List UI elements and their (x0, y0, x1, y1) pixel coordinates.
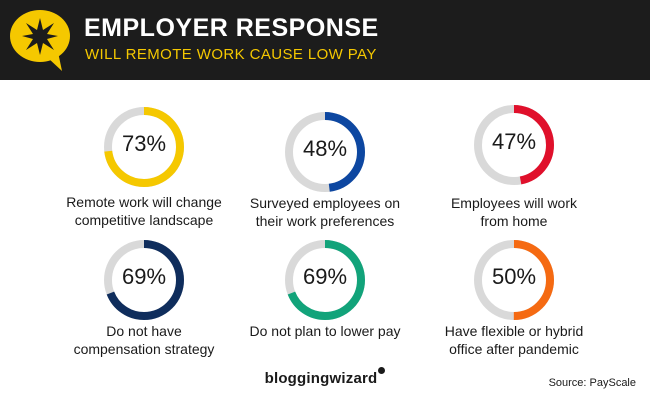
stat-percent: 50% (491, 264, 537, 289)
stat-label-line: from home (480, 213, 548, 229)
source-credit: Source: PayScale (548, 377, 636, 389)
header-banner: EMPLOYER RESPONSE WILL REMOTE WORK CAUSE… (0, 0, 650, 80)
donut-ring (104, 240, 184, 320)
stat-percent: 48% (302, 136, 348, 161)
donut-ring (104, 107, 184, 187)
donut-arc-value (104, 240, 184, 320)
stat-label: Employees will work from home (394, 194, 634, 230)
stat-label: Do not plan to lower pay (205, 322, 445, 340)
stat-label: Remote work will change competitive land… (24, 193, 264, 229)
stat-label-line: Employees will work (450, 195, 578, 211)
stat-percent: 73% (121, 131, 167, 156)
page-title: EMPLOYER RESPONSE (84, 14, 379, 42)
stat-label: Do not have compensation strategy (24, 322, 264, 358)
stat-label-line: their work preferences (255, 213, 395, 229)
stat-label-line: Surveyed employees on (249, 195, 401, 211)
donut-arc-value (285, 112, 365, 192)
donut-ring (474, 105, 554, 185)
stat-label: Have flexible or hybrid office after pan… (394, 322, 634, 358)
stat-label-line: Have flexible or hybrid (444, 323, 584, 339)
stat-label-line: Do not plan to lower pay (249, 323, 401, 339)
starburst-speech-bubble-icon (10, 10, 70, 71)
stat-label-line: Do not have (106, 323, 182, 339)
donut-arc-value (104, 107, 184, 187)
stat-label: Surveyed employees on their work prefere… (205, 194, 445, 230)
stat-label-line: compensation strategy (73, 341, 215, 357)
stat-percent: 47% (491, 129, 537, 154)
donut-arc-value (474, 105, 554, 185)
donut-ring (285, 112, 365, 192)
page-subtitle: WILL REMOTE WORK CAUSE LOW PAY (85, 46, 377, 63)
stat-label-line: office after pandemic (449, 341, 579, 357)
stat-label-line: competitive landscape (74, 212, 214, 228)
donut-arc-value (285, 240, 365, 320)
stat-percent: 69% (121, 264, 167, 289)
stat-percent: 69% (302, 264, 348, 289)
brand-logo: bloggingwizard (0, 367, 650, 387)
donut-ring (285, 240, 365, 320)
donut-arc-value (474, 240, 554, 320)
stat-label-line: Remote work will change (66, 194, 222, 210)
donut-ring (474, 240, 554, 320)
brand-dot-icon (378, 367, 386, 374)
brand-name: bloggingwizard (264, 370, 378, 387)
